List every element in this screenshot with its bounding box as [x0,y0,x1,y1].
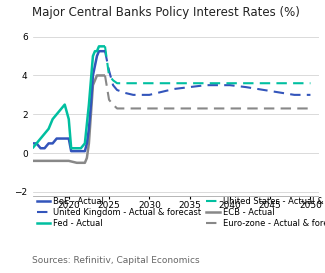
Legend: BoE - Actual, United Kingdom - Actual & forecast, Fed - Actual, United States - : BoE - Actual, United Kingdom - Actual & … [37,197,325,228]
Text: Major Central Banks Policy Interest Rates (%): Major Central Banks Policy Interest Rate… [32,6,300,19]
Text: Sources: Refinitiv, Capital Economics: Sources: Refinitiv, Capital Economics [32,256,200,265]
